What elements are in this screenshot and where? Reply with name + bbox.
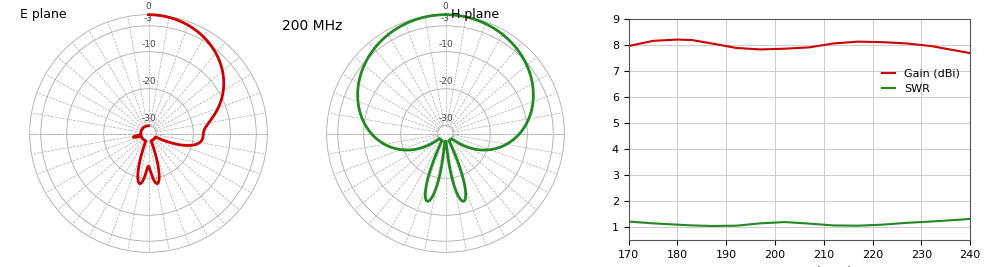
Text: -20: -20 [439, 77, 452, 85]
X-axis label: Frequency (MHz): Frequency (MHz) [746, 266, 852, 267]
Text: 0: 0 [443, 2, 448, 11]
Text: -20: -20 [142, 77, 155, 85]
Text: E plane: E plane [21, 8, 67, 21]
Text: 0: 0 [146, 2, 151, 11]
Text: -3: -3 [441, 14, 450, 23]
Text: H plane: H plane [450, 8, 499, 21]
Text: 200 MHz: 200 MHz [282, 19, 342, 33]
Text: -30: -30 [142, 113, 155, 123]
Legend: Gain (dBi), SWR: Gain (dBi), SWR [878, 64, 964, 99]
Text: -10: -10 [439, 40, 452, 49]
Text: -30: -30 [439, 113, 452, 123]
Text: -10: -10 [142, 40, 155, 49]
Text: -3: -3 [144, 14, 153, 23]
